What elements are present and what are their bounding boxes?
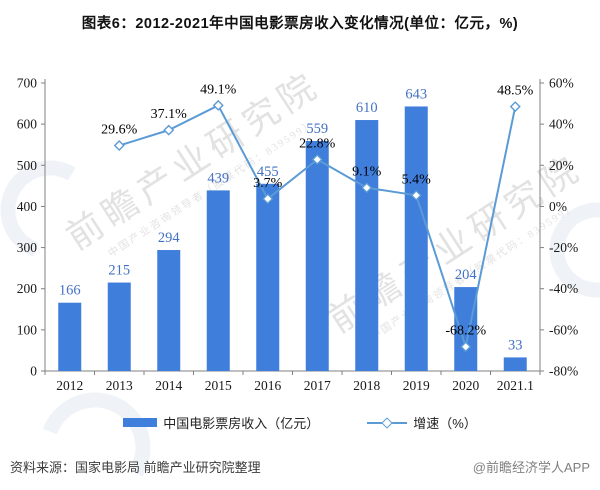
brand-credit: @前瞻经济学人APP bbox=[472, 460, 590, 475]
x-tick-label-2017: 2017 bbox=[304, 378, 331, 393]
bar-value-2012: 166 bbox=[59, 283, 81, 299]
x-tick-label-2012: 2012 bbox=[56, 378, 83, 393]
growth-marker-2021.1 bbox=[509, 101, 521, 113]
growth-label-2019: 5.4% bbox=[402, 172, 432, 187]
legend-item-boxoffice: 中国电影票房收入（亿元） bbox=[123, 413, 319, 432]
watermark-swoosh-icon bbox=[0, 160, 100, 260]
bar-value-2020: 204 bbox=[455, 267, 478, 283]
bar-value-2015: 439 bbox=[207, 170, 229, 186]
bar-2019 bbox=[404, 106, 428, 372]
growth-marker-2016 bbox=[262, 193, 274, 205]
y-left-tick-label: 500 bbox=[17, 158, 38, 173]
bar-value-2013: 215 bbox=[108, 263, 130, 279]
legend-item-growth: 增速（%） bbox=[367, 413, 477, 432]
bar-value-2014: 294 bbox=[158, 230, 181, 246]
bar-value-2017: 559 bbox=[306, 121, 328, 137]
diamond-marker-icon bbox=[381, 416, 393, 429]
growth-label-2014: 37.1% bbox=[151, 107, 188, 122]
x-tick-label-2021.1: 2021.1 bbox=[497, 378, 534, 393]
x-tick-label-2013: 2013 bbox=[106, 378, 133, 393]
watermark-main-text: 前瞻产业研究院 bbox=[59, 64, 327, 258]
y-left-tick-label: 0 bbox=[30, 364, 37, 379]
y-right-tick-label: -20% bbox=[549, 240, 578, 255]
y-left-tick-label: 600 bbox=[17, 117, 38, 132]
bar-value-2016: 455 bbox=[257, 164, 279, 180]
growth-label-2016: 3.7% bbox=[253, 176, 283, 191]
growth-marker-2019 bbox=[410, 189, 422, 201]
x-tick-label-2018: 2018 bbox=[353, 378, 380, 393]
y-right-tick-label: 60% bbox=[549, 76, 574, 91]
growth-marker-2018 bbox=[361, 182, 373, 194]
watermark-swoosh-icon bbox=[39, 392, 151, 490]
growth-label-2020: -68.2% bbox=[445, 324, 486, 339]
y-right-tick-label: 20% bbox=[549, 158, 574, 173]
growth-marker-2020 bbox=[460, 341, 472, 353]
growth-label-2015: 49.1% bbox=[200, 82, 237, 97]
bar-value-2019: 643 bbox=[405, 86, 427, 102]
bar-2016 bbox=[256, 183, 280, 371]
legend: 中国电影票房收入（亿元） 增速（%） bbox=[0, 413, 600, 432]
growth-marker-2017 bbox=[311, 154, 323, 166]
growth-marker-2015 bbox=[212, 99, 224, 111]
bar-value-2018: 610 bbox=[356, 100, 378, 116]
y-right-tick-label: -60% bbox=[549, 322, 578, 337]
y-right-tick-label: 0% bbox=[549, 199, 567, 214]
x-tick-label-2014: 2014 bbox=[155, 378, 182, 393]
bar-2015 bbox=[206, 190, 230, 371]
growth-marker-2014 bbox=[163, 124, 175, 136]
y-left-tick-label: 100 bbox=[17, 322, 38, 337]
bar-2014 bbox=[157, 250, 181, 371]
bar-value-2021.1: 33 bbox=[508, 337, 523, 353]
source-text: 资料来源：国家电影局 前瞻产业研究院整理 bbox=[10, 460, 261, 475]
x-tick-label-2020: 2020 bbox=[452, 378, 479, 393]
legend-line-swatch-icon bbox=[367, 416, 408, 429]
y-left-tick-label: 300 bbox=[17, 240, 38, 255]
chart-title: 图表6：2012-2021年中国电影票房收入变化情况(单位：亿元，%) bbox=[81, 16, 519, 32]
y-left-tick-label: 700 bbox=[17, 76, 38, 91]
growth-label-2013: 29.6% bbox=[101, 123, 138, 138]
watermark-swoosh-icon bbox=[549, 202, 600, 298]
bar-2020 bbox=[454, 287, 478, 371]
growth-label-2018: 9.1% bbox=[352, 165, 382, 180]
bar-2017 bbox=[305, 141, 329, 371]
x-tick-label-2019: 2019 bbox=[403, 378, 430, 393]
bar-2012 bbox=[58, 302, 82, 371]
x-tick-label-2015: 2015 bbox=[205, 378, 232, 393]
x-tick-label-2016: 2016 bbox=[254, 378, 281, 393]
bar-2021.1 bbox=[503, 357, 527, 371]
source-row: 资料来源：国家电影局 前瞻产业研究院整理 @前瞻经济学人APP bbox=[0, 457, 600, 476]
y-right-tick-label: -80% bbox=[549, 364, 578, 379]
growth-marker-2013 bbox=[113, 140, 125, 152]
bar-2013 bbox=[107, 282, 131, 371]
y-right-tick-label: 40% bbox=[549, 117, 574, 132]
y-left-tick-label: 200 bbox=[17, 281, 38, 296]
growth-label-2021.1: 48.5% bbox=[497, 84, 534, 99]
legend-label-boxoffice: 中国电影票房收入（亿元） bbox=[163, 416, 320, 431]
legend-bar-swatch-icon bbox=[123, 418, 158, 427]
legend-label-growth: 增速（%） bbox=[413, 416, 477, 431]
bar-2018 bbox=[355, 120, 379, 372]
y-right-tick-label: -40% bbox=[549, 281, 578, 296]
y-left-tick-label: 400 bbox=[17, 199, 38, 214]
growth-label-2017: 22.8% bbox=[299, 137, 336, 152]
